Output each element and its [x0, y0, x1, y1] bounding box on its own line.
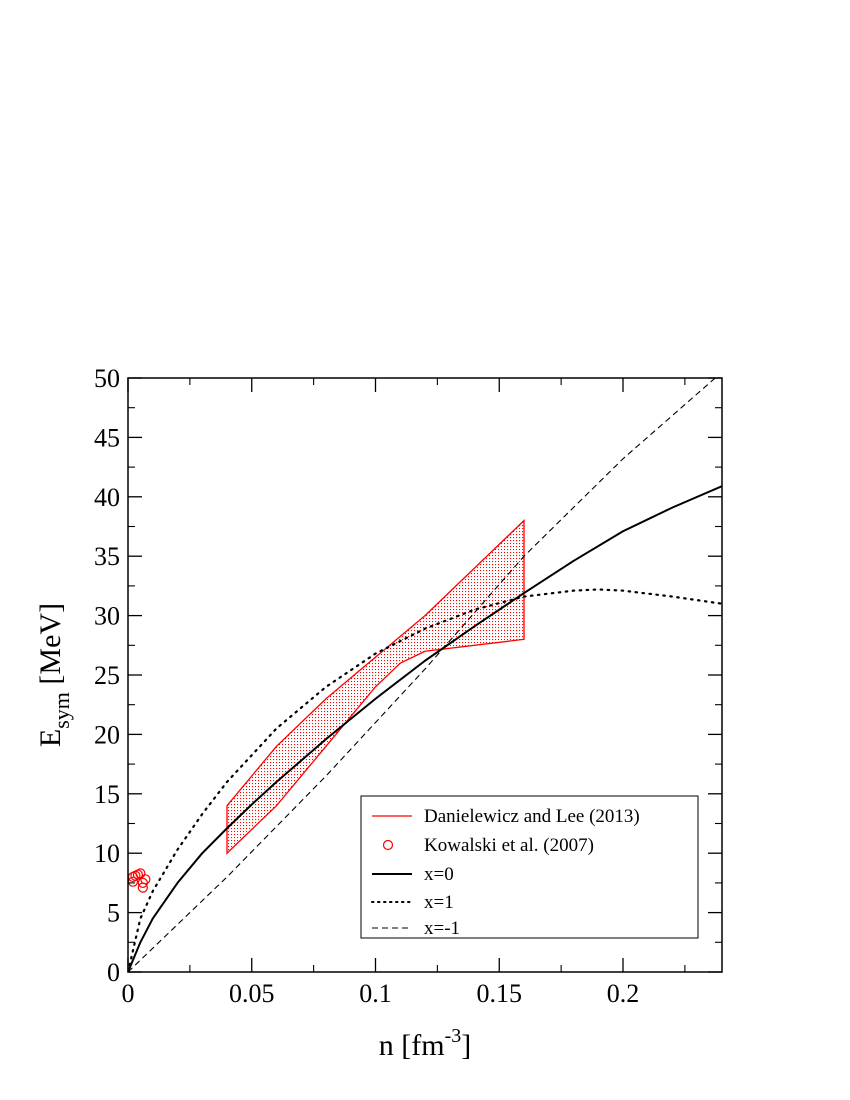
y-tick-label: 30	[94, 602, 120, 631]
y-tick-label: 35	[94, 542, 120, 571]
y-tick-label: 25	[94, 661, 120, 690]
series-line-x=-1	[128, 378, 717, 972]
series-line-x=1	[128, 588, 722, 972]
legend-box	[360, 795, 699, 939]
x-tick-label: 0.2	[607, 979, 640, 1008]
y-tick-label: 40	[94, 483, 120, 512]
y-axis-title-rest: [MeV]	[34, 603, 67, 692]
x-axis-title-sup: -3	[445, 1025, 462, 1047]
series-line-x=0	[128, 485, 722, 972]
y-axis-title-main: E	[34, 729, 67, 747]
band-danielewicz-lee	[226, 519, 525, 855]
y-axis-title: Esym [MeV]	[34, 603, 74, 747]
x-axis-title-close: ]	[461, 1029, 471, 1062]
legend-label-x1: x=1	[424, 892, 454, 913]
legend-label-band: Danielewicz and Lee (2013)	[424, 806, 640, 827]
x-tick-label: 0.1	[359, 979, 392, 1008]
y-tick-label: 50	[94, 364, 120, 393]
legend-label-xm1: x=-1	[424, 918, 460, 939]
legend-label-x0: x=0	[424, 864, 454, 885]
y-tick-label: 15	[94, 780, 120, 809]
x-axis-title: n [fm-3]	[379, 1025, 472, 1062]
y-tick-label: 10	[94, 839, 120, 868]
data-point-kowalski-7	[137, 882, 148, 893]
y-tick-label: 20	[94, 720, 120, 749]
legend-swatch-points	[382, 839, 394, 851]
y-axis-title-sub: sym	[49, 692, 74, 729]
legend-label-points: Kowalski et al. (2007)	[424, 835, 594, 856]
plot-points-layer	[127, 868, 151, 893]
axis-ticks	[127, 377, 722, 973]
x-axis-title-main: n [fm	[379, 1029, 445, 1062]
legend: Danielewicz and Lee (2013) Kowalski et a…	[360, 795, 699, 939]
axis-tick-labels: 0 0.05 0.1 0.15 0.2 0 5 10 15 20 25 30 35 40 45 50	[94, 364, 639, 1008]
data-point-kowalski-4	[135, 868, 146, 879]
plot-band-layer	[226, 519, 525, 855]
plot-lines-layer	[128, 378, 722, 972]
x-tick-label: 0	[122, 979, 135, 1008]
x-tick-label: 0.15	[477, 979, 523, 1008]
y-tick-label: 5	[107, 899, 120, 928]
x-tick-label: 0.05	[229, 979, 275, 1008]
y-tick-label: 45	[94, 423, 120, 452]
y-tick-label: 0	[107, 958, 120, 987]
